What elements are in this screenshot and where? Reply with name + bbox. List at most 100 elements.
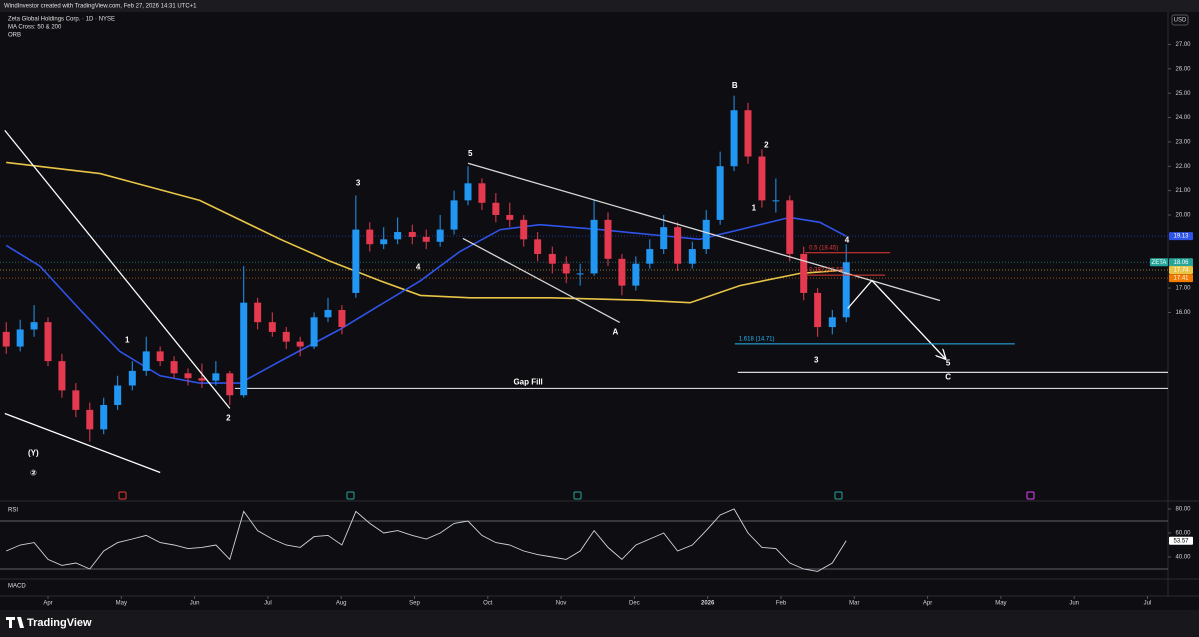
candle-body	[814, 292, 822, 328]
candle-body	[324, 309, 332, 318]
price-tag-name: ZETA	[1152, 260, 1167, 266]
x-tick-label: Sep	[409, 601, 420, 607]
fib-label: 0.5 (18.45)	[809, 245, 838, 251]
y-tick-label: 23.00	[1175, 139, 1191, 145]
candle-body	[436, 229, 444, 242]
wave-label: 1	[125, 336, 130, 345]
wave-label: 3	[814, 356, 819, 365]
candle-body	[282, 331, 290, 342]
wave-label: 2	[764, 140, 769, 149]
trend-line	[467, 162, 941, 302]
y-tick-label: 21.00	[1175, 188, 1191, 194]
candle-body	[702, 219, 710, 250]
x-tick-label: May	[995, 601, 1006, 607]
pane-title: MACD	[8, 584, 26, 590]
brand-logo	[6, 617, 24, 628]
candle-body	[268, 322, 276, 332]
x-tick-label: 2026	[701, 601, 715, 607]
wave-label: 3	[356, 178, 361, 187]
x-tick-label: Mar	[849, 601, 859, 607]
price-pane: 16.00 17.00 20.00 21.00 22.00 23.00 24.00 25.00…	[0, 42, 1193, 478]
price-tag-value: 17.74	[1173, 268, 1189, 274]
x-tick-label: Jul	[1144, 601, 1152, 607]
y-tick-label: 40.00	[1175, 555, 1191, 561]
credit: WindInvestor created with TradingView.co…	[4, 4, 197, 10]
event-marker	[834, 491, 843, 500]
candle-body	[72, 390, 80, 410]
y-tick-label: 80.00	[1175, 507, 1191, 513]
rsi-tag-value: 53.57	[1173, 538, 1189, 544]
currency-box	[1171, 14, 1189, 26]
candle-body	[86, 409, 94, 430]
x-tick-label: Jul	[264, 601, 272, 607]
indicator-legend: ORB	[8, 33, 21, 39]
price-tag-value: 18.06	[1173, 260, 1189, 266]
footer-bar	[0, 610, 1199, 637]
x-tick-label: Jun	[1069, 601, 1079, 607]
trend-line	[847, 279, 946, 359]
candle-body	[646, 249, 654, 264]
candle-body	[128, 370, 136, 386]
candle-body	[170, 361, 178, 374]
candle-body	[240, 302, 248, 396]
x-tick-label: Jun	[190, 601, 200, 607]
wave-label: 1	[752, 204, 757, 213]
price-tag-name-box	[1150, 258, 1168, 267]
wave-label: Gap Fill	[513, 377, 542, 386]
x-tick-label: Apr	[923, 601, 932, 607]
candle-body	[632, 263, 640, 286]
wave-label: 2	[226, 414, 231, 423]
x-tick-label: Nov	[556, 601, 567, 607]
candle-body	[562, 263, 570, 274]
price-tag	[1169, 232, 1193, 241]
event-marker	[573, 491, 582, 500]
candle-body	[842, 262, 850, 318]
y-tick-label: 17.00	[1175, 286, 1191, 292]
candle-body	[156, 351, 164, 362]
candle-body	[716, 166, 724, 220]
candle-body	[114, 385, 122, 405]
candle-body	[576, 273, 584, 275]
candle-body	[660, 227, 668, 250]
rsi-pane: 80.00 60.00 40.00 53.57	[0, 507, 1193, 572]
indicator-legend: MA Cross: 50 & 200	[8, 25, 62, 31]
candle-body	[590, 219, 598, 274]
x-tick-label: Feb	[776, 601, 787, 607]
candle-body	[618, 258, 626, 286]
x-tick-label: Dec	[629, 601, 640, 607]
x-tick-label: Apr	[43, 601, 52, 607]
candle-body	[296, 341, 304, 347]
rsi-tag	[1169, 536, 1193, 545]
candle-body	[730, 110, 738, 167]
candle-body	[464, 183, 472, 201]
pane-title: RSI	[8, 508, 18, 514]
price-tag-value: 19.13	[1173, 234, 1189, 240]
candle-body	[408, 232, 416, 237]
candle-body	[772, 200, 780, 202]
candle-body	[226, 373, 234, 396]
wave-label: B	[732, 81, 738, 90]
candle-body	[548, 253, 556, 264]
wave-label: C	[945, 373, 951, 382]
y-tick-label: 20.00	[1175, 213, 1191, 219]
fib-label: 1.618 (14.71)	[739, 336, 775, 342]
moving-average	[6, 161, 847, 304]
candle-body	[786, 200, 794, 254]
currency: USD	[1174, 18, 1187, 24]
candle-body	[506, 214, 514, 220]
candle-body	[30, 322, 38, 330]
candle-body	[688, 249, 696, 264]
fib-label: 0.382 (17.53)	[809, 268, 845, 274]
candle-body	[352, 229, 360, 293]
candle-body	[520, 219, 528, 240]
wave-label: 4	[845, 235, 850, 244]
brand-name: TradingView	[27, 617, 92, 629]
price-tag	[1169, 258, 1193, 267]
candle-body	[338, 309, 346, 328]
wave-label: A	[612, 328, 618, 337]
y-tick-label: 25.00	[1175, 91, 1191, 97]
price-tag-value: 17.41	[1173, 276, 1189, 282]
candle-body	[478, 183, 486, 203]
trend-line	[462, 237, 621, 323]
x-tick-label: May	[116, 601, 127, 607]
